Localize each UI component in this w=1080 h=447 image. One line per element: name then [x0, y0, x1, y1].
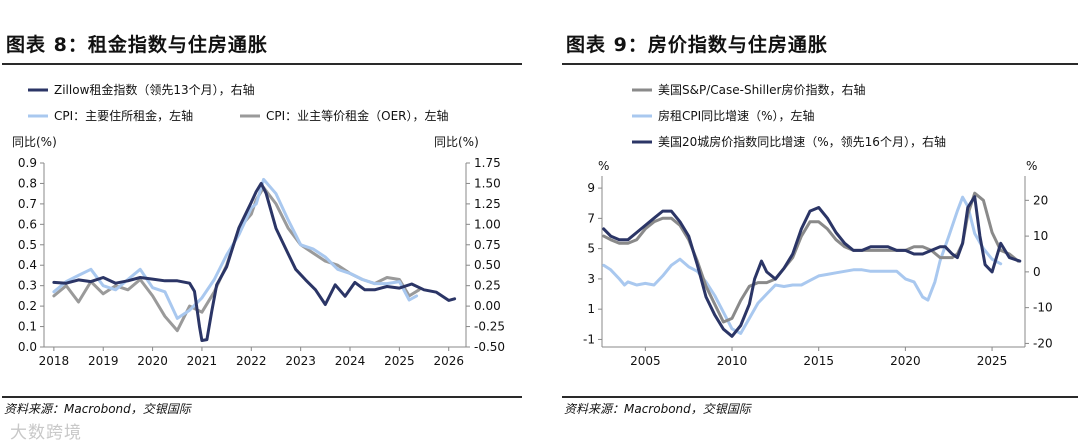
left-right-tick-label: 1.75 [474, 156, 501, 170]
legend-cpi-rent-label: CPI：主要住所租金，左轴 [54, 108, 193, 123]
left-title-rule [2, 63, 522, 65]
right-y-axis-title: 同比(%) [434, 135, 479, 149]
left-right-tick-label: 1.50 [474, 176, 501, 190]
left-y-axis-title: 同比(%) [12, 135, 57, 149]
left-chart-panel: 图表 8：租金指数与住房通胀 Zillow租金指数（领先13个月），右轴 CPI… [0, 0, 525, 447]
right-source-note: 资料来源：Macrobond，交银国际 [564, 402, 751, 416]
watermark-logo: 大数跨境 [10, 423, 82, 443]
left-right-tick-label: -0.25 [474, 320, 505, 334]
left-left-tick-label: 0.4 [18, 258, 37, 272]
left-left-tick-label: 0.0 [18, 340, 37, 354]
left-legend: Zillow租金指数（领先13个月），右轴 CPI：主要住所租金，左轴 CPI：… [28, 82, 449, 123]
right-right-tick-label: 20 [1033, 193, 1048, 207]
right-left-tick-label: 3 [587, 272, 595, 286]
left-right-tick-label: 1.00 [474, 217, 501, 231]
legend-oer-label: CPI：业主等价租金（OER），左轴 [266, 108, 449, 123]
right-right-tick-label: -20 [1033, 336, 1053, 350]
left-left-tick-label: 0.5 [18, 238, 37, 252]
left-x-tick-label: 2022 [236, 354, 267, 368]
legend-zillow-label: Zillow租金指数（领先13个月），右轴 [54, 82, 255, 97]
left-x-tick-label: 2018 [39, 354, 70, 368]
right-title-rule [562, 63, 1078, 65]
left-left-tick-label: 0.8 [18, 176, 37, 190]
right-right-axis-title: % [1026, 159, 1037, 173]
left-source-note: 资料来源：Macrobond，交银国际 [4, 402, 191, 416]
left-series-line-1 [52, 177, 419, 320]
right-right-tick-label: 10 [1033, 229, 1048, 243]
left-series-line-0 [52, 186, 421, 333]
left-x-tick-label: 2025 [384, 354, 415, 368]
left-x-tick-label: 2019 [88, 354, 119, 368]
legend-rent-cpi-label: 房租CPI同比增速（%），左轴 [658, 108, 815, 123]
right-right-tick-label: -10 [1033, 301, 1053, 315]
right-x-tick-label: 2010 [717, 354, 748, 368]
left-left-tick-label: 0.3 [18, 279, 37, 293]
right-right-tick-label: 0 [1033, 265, 1041, 279]
left-right-tick-label: 0.00 [474, 299, 501, 313]
legend-case-shiller-label: 美国S&P/Case-Shiller房价指数，右轴 [658, 82, 866, 97]
right-left-tick-label: -1 [583, 332, 595, 346]
left-left-tick-label: 0.9 [18, 156, 37, 170]
right-chart-title: 图表 9：房价指数与住房通胀 [566, 34, 828, 56]
right-series-line-0 [602, 195, 1003, 335]
right-x-tick-label: 2020 [890, 354, 921, 368]
legend-20city-label: 美国20城房价指数同比增速（%，领先16个月），右轴 [658, 134, 946, 149]
left-left-tick-label: 0.2 [18, 299, 37, 313]
left-right-tick-label: 0.50 [474, 258, 501, 272]
right-left-axis-title: % [598, 159, 609, 173]
left-right-tick-label: 0.75 [474, 238, 501, 252]
left-left-tick-label: 0.1 [18, 320, 37, 334]
left-source-rule [2, 396, 522, 398]
left-left-tick-label: 0.6 [18, 217, 37, 231]
right-chart-svg: 美国S&P/Case-Shiller房价指数，右轴 房租CPI同比增速（%），左… [583, 82, 1053, 368]
left-x-tick-label: 2020 [137, 354, 168, 368]
right-x-tick-label: 2005 [630, 354, 661, 368]
right-series-line-2 [602, 195, 1022, 338]
left-left-tick-label: 0.7 [18, 197, 37, 211]
left-x-tick-label: 2026 [433, 354, 464, 368]
right-chart-panel: 图表 9：房价指数与住房通胀 美国S&P/Case-Shiller房价指数，右轴… [560, 0, 1080, 447]
left-chart-title: 图表 8：租金指数与住房通胀 [6, 34, 268, 56]
right-source-rule [562, 396, 1078, 398]
right-left-tick-label: 1 [587, 302, 595, 316]
left-series-line-2 [52, 181, 457, 342]
left-x-tick-label: 2023 [285, 354, 316, 368]
left-x-tick-label: 2021 [187, 354, 218, 368]
right-legend: 美国S&P/Case-Shiller房价指数，右轴 房租CPI同比增速（%），左… [632, 82, 946, 149]
left-plot-area: 0.0 0.1 0.2 0.3 0.4 0.5 0.6 0.7 0.8 0.9 -0.50 -0.25… [18, 156, 505, 368]
right-left-tick-label: 5 [587, 242, 595, 256]
right-x-tick-label: 2015 [803, 354, 834, 368]
right-x-tick-label: 2025 [977, 354, 1008, 368]
left-right-tick-label: -0.50 [474, 340, 505, 354]
left-x-tick-label: 2024 [335, 354, 366, 368]
right-plot-area: -1 1 3 5 7 9 -20 -10 0 10 20 2005 2010 2015 2020 2025 [583, 176, 1053, 368]
right-left-tick-label: 7 [587, 211, 595, 225]
left-chart-svg: Zillow租金指数（领先13个月），右轴 CPI：主要住所租金，左轴 CPI：… [12, 82, 505, 368]
left-right-tick-label: 0.25 [474, 279, 501, 293]
left-right-tick-label: 1.25 [474, 197, 501, 211]
right-left-tick-label: 9 [587, 181, 595, 195]
